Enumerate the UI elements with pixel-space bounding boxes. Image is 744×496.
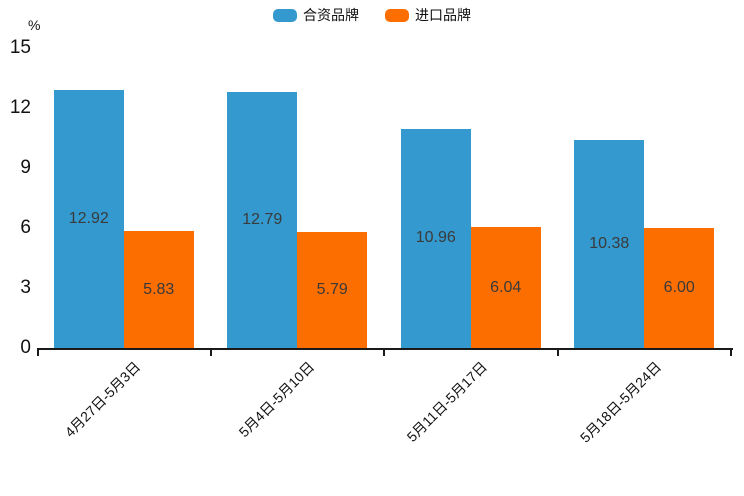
bar-value-label: 5.79 bbox=[316, 281, 348, 299]
y-tick-label: 0 bbox=[20, 337, 31, 358]
y-tick-label: 6 bbox=[20, 217, 31, 238]
y-tick-label: 9 bbox=[20, 157, 31, 178]
x-axis-line bbox=[37, 348, 733, 350]
bar-series2: 6.04 bbox=[470, 227, 541, 348]
bar-value-label: 5.83 bbox=[143, 280, 175, 298]
x-axis-tick bbox=[383, 348, 385, 356]
x-category-label-text: 5月4日-5月10日 bbox=[235, 358, 317, 441]
legend-item-series2[interactable]: 进口品牌 bbox=[385, 7, 471, 23]
bar-value-label: 10.96 bbox=[415, 229, 456, 247]
bar-value-label: 6.04 bbox=[490, 278, 522, 296]
bar-series1: 12.79 bbox=[227, 92, 298, 348]
x-axis-tick bbox=[209, 348, 212, 356]
legend-label: 合资品牌 bbox=[303, 7, 359, 23]
bar-value-label: 10.38 bbox=[589, 235, 630, 253]
legend-swatch-icon bbox=[385, 8, 409, 22]
bar-series1: 10.96 bbox=[400, 128, 471, 348]
legend-swatch-icon bbox=[273, 8, 297, 22]
y-axis-unit-label: % bbox=[28, 17, 41, 33]
bar-series2: 6.00 bbox=[644, 228, 715, 348]
bar-series1: 10.38 bbox=[574, 140, 645, 348]
bar-value-label: 12.92 bbox=[68, 209, 109, 227]
x-axis-tick bbox=[556, 348, 559, 356]
legend-label: 进口品牌 bbox=[415, 7, 471, 23]
x-category-label-text: 5月18日-5月24日 bbox=[576, 358, 664, 446]
bar-series2: 5.83 bbox=[123, 231, 194, 348]
x-axis-tick bbox=[37, 348, 39, 356]
bar-value-label: 12.79 bbox=[242, 211, 283, 229]
y-tick-label: 12 bbox=[9, 97, 31, 118]
bar-series2: 5.79 bbox=[297, 232, 368, 348]
y-tick-label: 15 bbox=[9, 37, 31, 58]
legend-item-series1[interactable]: 合资品牌 bbox=[273, 7, 359, 23]
y-tick-label: 3 bbox=[20, 277, 31, 298]
bar-series1: 12.92 bbox=[53, 89, 124, 348]
bar-value-label: 6.00 bbox=[663, 279, 695, 296]
x-category-label-text: 5月11日-5月17日 bbox=[403, 358, 491, 445]
x-category-label-text: 4月27日-5月3日 bbox=[61, 358, 144, 441]
legend: 合资品牌 进口品牌 bbox=[0, 7, 744, 23]
x-axis-tick bbox=[730, 348, 732, 356]
